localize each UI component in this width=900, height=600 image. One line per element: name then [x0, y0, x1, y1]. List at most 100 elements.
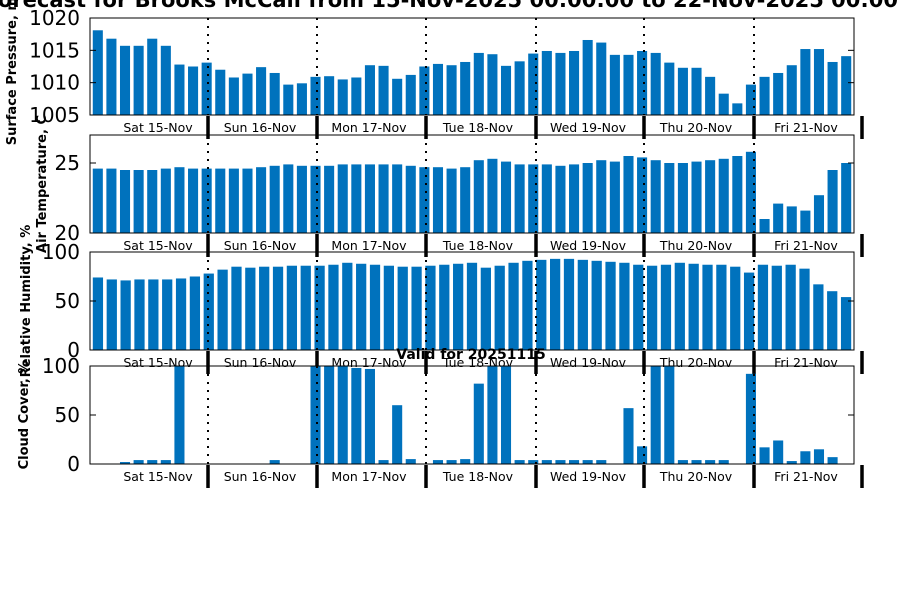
bar	[378, 460, 389, 464]
bar	[351, 164, 362, 233]
bar	[466, 262, 478, 350]
bar	[637, 446, 648, 464]
bar	[245, 267, 256, 350]
bar	[364, 368, 375, 464]
bar	[827, 170, 838, 233]
x-day-label: Sun 16-Nov	[224, 238, 297, 253]
bar	[369, 264, 381, 350]
bar	[432, 460, 444, 464]
x-day-label: Sat 15-Nov	[123, 469, 193, 484]
bar	[650, 52, 661, 115]
x-day-label: Thu 20-Nov	[659, 120, 733, 135]
bar	[745, 151, 756, 233]
bar	[269, 165, 280, 233]
bar	[541, 164, 552, 233]
bar	[759, 219, 770, 233]
y-tick-label: 0	[67, 338, 80, 362]
bar	[773, 72, 784, 115]
x-day-label: Mon 17-Nov	[331, 469, 407, 484]
bar	[92, 168, 103, 233]
bar	[310, 366, 321, 464]
y-tick-label: 50	[55, 403, 80, 427]
bar	[528, 53, 539, 115]
bar	[324, 76, 335, 115]
bar	[759, 447, 770, 464]
bar	[324, 165, 335, 233]
bar	[522, 260, 533, 350]
bar	[786, 65, 797, 115]
bar	[664, 62, 675, 115]
subplot-3: 0 50 100 Relative Humidity, % Sat 15-Nov Sun …	[19, 225, 864, 377]
x-day-label: Mon 17-Nov	[331, 238, 407, 253]
bar	[541, 50, 552, 116]
bar	[175, 278, 187, 350]
bar	[160, 168, 171, 233]
bar	[296, 165, 307, 233]
bar	[494, 265, 505, 350]
bar	[425, 265, 436, 350]
bar	[133, 170, 144, 233]
bar	[487, 158, 498, 233]
bar	[609, 54, 620, 115]
bar	[840, 297, 852, 350]
bar	[189, 276, 201, 350]
bar	[677, 67, 688, 115]
bar	[759, 76, 770, 115]
bar	[718, 460, 729, 464]
bar	[460, 459, 471, 464]
x-day-label: Mon 17-Nov	[331, 120, 407, 135]
bar	[106, 38, 117, 115]
bar	[514, 164, 525, 233]
bar	[827, 61, 838, 115]
bar	[596, 160, 607, 233]
bar	[432, 167, 444, 233]
y-tick-label: 1010	[29, 71, 80, 95]
x-day-label: Wed 19-Nov	[550, 355, 627, 370]
bar	[147, 170, 158, 233]
y-tick-label: 1015	[29, 38, 80, 62]
bar	[555, 52, 566, 115]
bar	[473, 52, 484, 115]
bar	[705, 460, 716, 464]
bar	[813, 49, 825, 115]
bar	[342, 262, 353, 350]
bar	[514, 61, 525, 115]
bar	[119, 462, 131, 464]
bar	[786, 461, 797, 464]
bar	[508, 262, 519, 350]
bar	[147, 38, 158, 115]
bar	[269, 72, 280, 115]
bar	[310, 76, 321, 115]
bar	[487, 54, 498, 115]
bar	[439, 264, 450, 350]
bar	[799, 268, 810, 350]
bar	[773, 203, 784, 233]
y-tick-label: 0	[67, 452, 80, 476]
bar	[378, 164, 389, 233]
bar	[786, 206, 797, 233]
bar	[256, 67, 267, 115]
bar	[637, 157, 648, 233]
bar	[201, 168, 212, 233]
bar	[446, 65, 457, 115]
bar	[771, 265, 782, 350]
bar	[841, 56, 852, 115]
bar	[500, 161, 512, 233]
y-tick-label: 1005	[29, 103, 80, 127]
bar	[242, 73, 253, 115]
bar	[500, 366, 512, 464]
bar	[691, 460, 702, 464]
bar	[718, 93, 729, 115]
bar	[664, 163, 675, 233]
bar	[582, 460, 593, 464]
bar	[228, 168, 239, 233]
bar	[674, 262, 685, 350]
bar	[800, 210, 811, 233]
x-day-label: Tue 18-Nov	[442, 469, 514, 484]
y-tick-label: 50	[55, 289, 80, 313]
bar	[364, 164, 375, 233]
bar	[702, 264, 713, 350]
bar	[300, 265, 311, 350]
bar	[813, 195, 825, 233]
bar	[351, 77, 362, 115]
